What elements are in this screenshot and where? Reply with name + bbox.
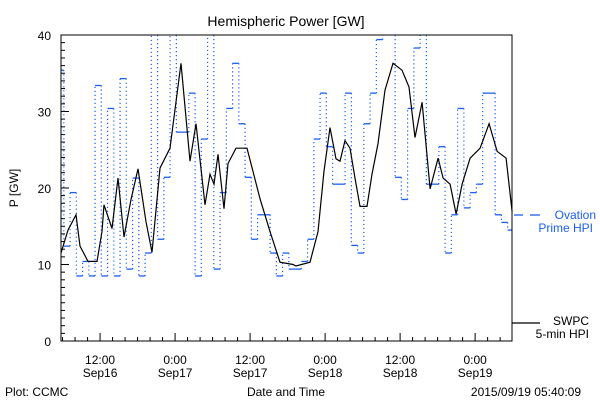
legend-ovation: Ovation Prime HPI (514, 208, 596, 235)
x-tick-time-label: 0:00 (463, 353, 487, 367)
y-tick-label: 10 (38, 259, 52, 273)
legend-swpc-label-2: 5-min HPI (536, 327, 589, 341)
ovation-series (61, 35, 512, 277)
x-axis-label: Date and Time (247, 385, 325, 399)
y-tick-label: 40 (38, 29, 52, 43)
x-tick-date-label: Sep17 (233, 366, 268, 380)
x-tick-date-label: Sep18 (383, 366, 418, 380)
x-tick-time-label: 12:00 (235, 353, 265, 367)
y-tick-label: 20 (38, 182, 52, 196)
x-tick-date-label: Sep17 (158, 366, 193, 380)
swpc-series-line (60, 62, 513, 267)
plot-timestamp: 2015/09/19 05:40:09 (471, 385, 581, 399)
y-tick-label: 30 (38, 106, 52, 120)
y-tick-label: 0 (44, 335, 51, 349)
axis-ticks: 01020304012:00Sep160:00Sep1712:00Sep170:… (38, 29, 501, 380)
x-tick-date-label: Sep16 (83, 366, 118, 380)
x-tick-date-label: Sep19 (458, 366, 493, 380)
x-tick-time-label: 0:00 (313, 353, 337, 367)
legend-ovation-label: Ovation (555, 208, 596, 222)
x-tick-time-label: 0:00 (163, 353, 187, 367)
x-tick-time-label: 12:00 (385, 353, 415, 367)
x-tick-time-label: 12:00 (85, 353, 115, 367)
y-axis-label: P [GW] (7, 169, 21, 207)
chart-title: Hemispheric Power [GW] (207, 13, 364, 29)
plot-credit: Plot: CCMC (5, 385, 69, 399)
plot-frame (60, 34, 513, 342)
legend-swpc: SWPC 5-min HPI (512, 314, 589, 341)
x-tick-date-label: Sep18 (308, 366, 343, 380)
legend-swpc-label: SWPC (553, 314, 589, 328)
legend-ovation-label-2: Prime HPI (538, 221, 593, 235)
